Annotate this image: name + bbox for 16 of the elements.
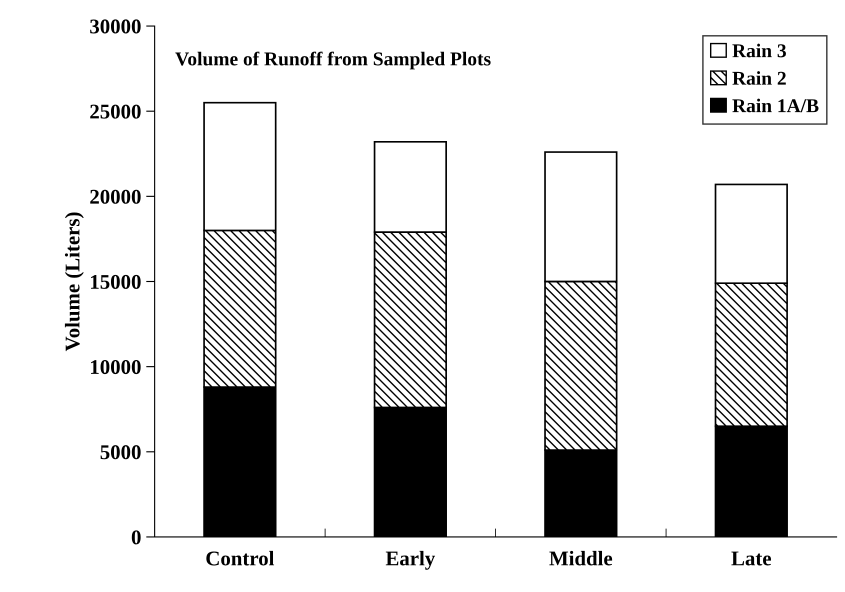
y-axis-title: Volume (Liters) [64, 212, 84, 352]
y-tick-label: 5000 [100, 445, 141, 460]
y-tick-label: 10000 [91, 360, 141, 374]
legend-label: Rain 2 [732, 71, 786, 85]
x-tick-label: Middle [549, 550, 612, 566]
legend-label: Rain 3 [732, 44, 786, 58]
legend-label: Rain 1A/B [732, 98, 819, 112]
y-tick-label: 0 [132, 530, 141, 544]
y-tick-label: 25000 [90, 104, 141, 119]
x-tick-label: Control [206, 550, 274, 566]
x-tick-label: Early [386, 550, 436, 570]
y-tick-label: 30000 [90, 19, 141, 34]
y-tick-label: 20000 [90, 190, 141, 204]
y-tick-label: 15000 [91, 274, 141, 289]
text: Volume of Runoff from Sampled Plots [175, 52, 491, 70]
x-tick-label: Late [731, 552, 772, 566]
